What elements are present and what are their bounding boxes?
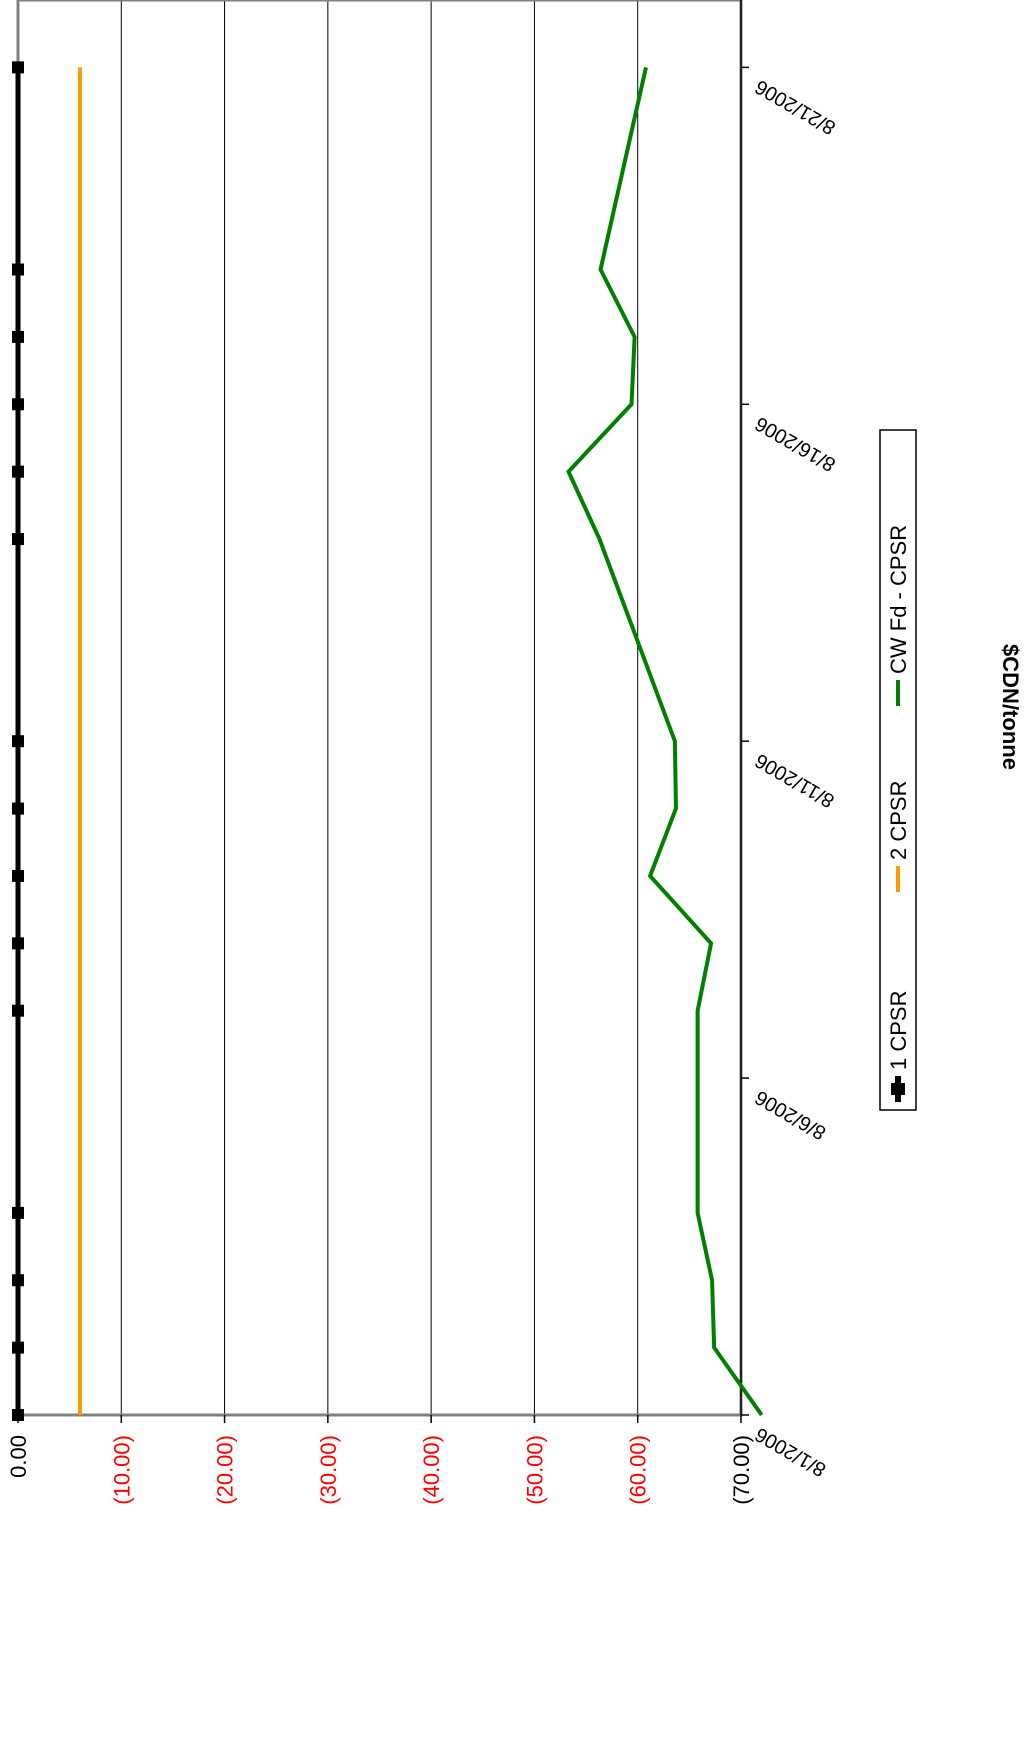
x-tick-label: 8/21/2006 [752,75,840,139]
legend-marker [891,1083,905,1095]
data-point-marker [12,330,24,343]
data-point-marker [12,1341,24,1354]
x-tick-label: 8/16/2006 [752,412,840,476]
data-point-marker [12,1206,24,1219]
y-tick-label: (30.00) [316,1435,341,1505]
x-tick-label: 8/6/2006 [752,1086,830,1144]
legend: 1 CPSR 2 CPSR CW Fd - CPSR [879,429,917,1111]
legend-frame [879,429,917,1111]
data-point-marker [12,1274,24,1287]
data-point-marker [12,533,24,546]
x-tick-labels: 8/1/2006 8/6/2006 8/11/2006 8/16/2006 8/21/2… [752,75,840,1481]
x-tick-label: 8/11/2006 [752,749,839,812]
data-point-marker [12,465,24,478]
data-point-marker [12,263,24,276]
y-tick-label: (10.00) [109,1435,134,1505]
gridlines [120,0,639,1415]
plot-area [18,0,741,1415]
y-tick-label: (70.00) [729,1435,754,1505]
data-point-marker [12,61,24,74]
series-line [566,66,764,1417]
data-point-marker [12,869,24,882]
legend-label: 1 CPSR [886,991,911,1070]
legend-label: 2 CPSR [886,781,911,860]
data-point-marker [12,735,24,748]
data-point-marker [12,398,24,411]
y-axis-title: $CDN/tonne [998,644,1023,770]
y-tick-label: (20.00) [213,1435,238,1505]
y-tick-label: 0.00 [6,1435,31,1478]
axes [17,0,749,1423]
y-tick-label: (40.00) [419,1435,444,1505]
data-point-marker [12,937,24,950]
data-point-marker [12,1004,24,1017]
legend-box: 1 CPSR 2 CPSR CW Fd - CPSR [879,429,917,1111]
y-tick-label: (60.00) [626,1435,651,1505]
data-point-marker [12,1409,24,1421]
y-tick-labels: 0.00 (10.00) (20.00) (30.00) (40.00) (50.00) (… [6,1435,754,1505]
y-tick-label: (50.00) [522,1435,547,1505]
legend-label: CW Fd - CPSR [886,525,911,674]
series-lines [12,61,764,1421]
x-tick-label: 8/1/2006 [752,1423,830,1481]
data-point-marker [12,802,24,815]
